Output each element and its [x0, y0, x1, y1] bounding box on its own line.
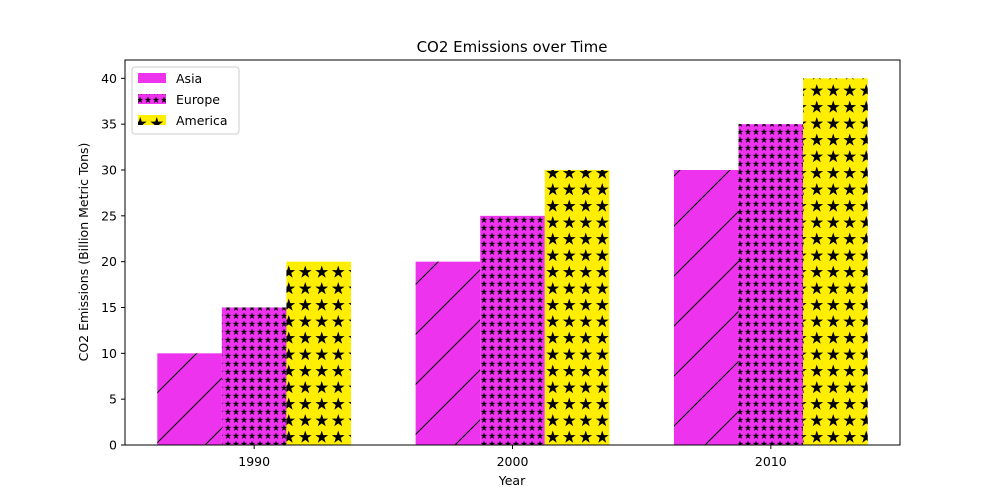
x-axis-title: Year: [498, 473, 526, 488]
y-tick-label: 30: [101, 163, 117, 178]
x-axis: 1990 2000 2010: [238, 445, 787, 469]
x-tick-label: 1990: [238, 454, 270, 469]
legend-label-europe: Europe: [176, 92, 220, 107]
bar-europe-2000: [480, 215, 545, 445]
bar-america-1990: [286, 261, 352, 445]
y-axis-title: CO2 Emissions (Billion Metric Tons): [76, 143, 91, 362]
bar-asia-2010: [673, 170, 739, 445]
y-tick-label: 10: [101, 346, 117, 361]
bar-america-2000: [544, 170, 610, 445]
y-tick-label: 0: [109, 438, 117, 453]
legend: Asia Europe America: [131, 66, 240, 135]
y-tick-label: 20: [101, 254, 117, 269]
bar-europe-2010: [738, 124, 804, 446]
bar-asia-2000: [415, 261, 481, 445]
y-axis: 0 5 10 15 20 25 30 35 40: [101, 71, 125, 453]
bar-america-2010: [803, 78, 868, 445]
y-tick-label: 5: [109, 392, 117, 407]
legend-label-asia: Asia: [176, 71, 202, 86]
bars-group: [157, 78, 868, 446]
bar-asia-1990: [157, 353, 222, 445]
legend-swatch-hatch: [138, 73, 166, 83]
x-tick-label: 2000: [497, 454, 529, 469]
y-tick-label: 15: [101, 300, 117, 315]
legend-swatch-hatch: [138, 115, 166, 125]
legend-label-america: America: [176, 113, 228, 128]
chart-title: CO2 Emissions over Time: [417, 38, 608, 56]
y-tick-label: 25: [101, 208, 117, 223]
bar-europe-1990: [221, 307, 287, 445]
legend-swatch-hatch: [138, 94, 166, 104]
x-tick-label: 2010: [755, 454, 787, 469]
y-tick-label: 35: [101, 117, 117, 132]
y-tick-label: 40: [101, 71, 117, 86]
